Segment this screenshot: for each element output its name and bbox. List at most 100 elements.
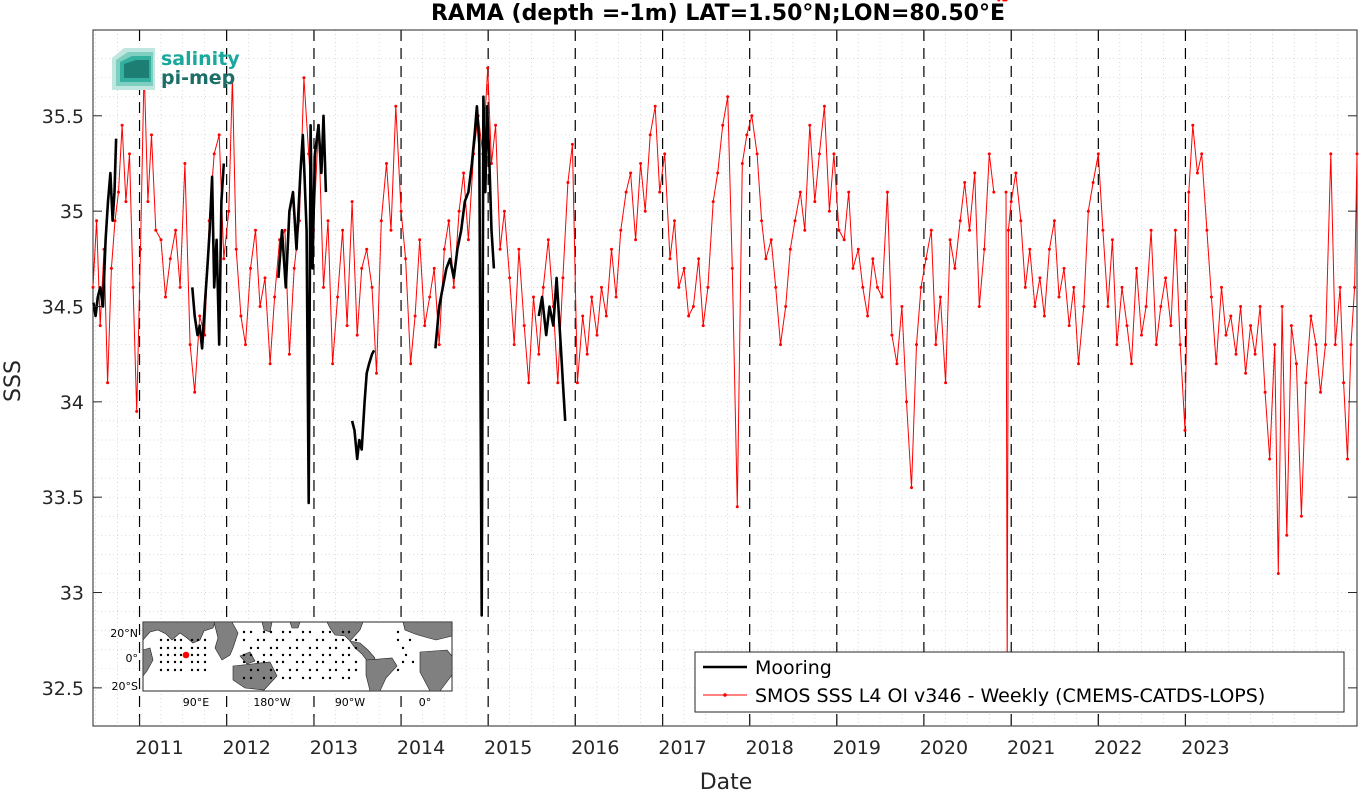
- smos-data-point: [1314, 343, 1318, 347]
- smos-data-point: [1229, 314, 1233, 318]
- smos-data-point: [413, 314, 417, 318]
- buoy-dot: [308, 653, 312, 657]
- smos-data-point: [287, 352, 291, 356]
- smos-data-point: [1023, 285, 1027, 289]
- smos-data-point: [997, 0, 1001, 2]
- y-axis-label: SSS: [1, 360, 26, 402]
- smos-data-point: [1183, 428, 1187, 432]
- smos-data-point: [502, 209, 506, 213]
- smos-data-point: [336, 295, 340, 299]
- buoy-dot: [190, 646, 194, 650]
- buoy-dot: [396, 630, 400, 634]
- smos-data-point: [1338, 285, 1342, 289]
- smos-data-point: [663, 152, 667, 156]
- smos-data-point: [498, 247, 502, 251]
- x-tick-label: 2011: [135, 737, 183, 759]
- y-tick-label: 32.5: [42, 678, 84, 700]
- smos-data-point: [1285, 533, 1289, 537]
- smos-data-point: [639, 162, 643, 165]
- smos-data-point: [1342, 381, 1346, 385]
- buoy-dot: [179, 638, 183, 642]
- smos-data-point: [1144, 305, 1148, 308]
- buoy-dot: [179, 653, 183, 657]
- buoy-dot: [295, 638, 299, 642]
- buoy-dot: [411, 660, 415, 664]
- buoy-dot: [262, 653, 266, 657]
- smos-data-point: [1329, 152, 1333, 156]
- year-dividers: [138, 30, 1187, 726]
- buoy-dot: [341, 638, 345, 642]
- smos-data-point: [570, 142, 574, 146]
- smos-data-point: [1244, 371, 1248, 375]
- smos-data-point: [263, 276, 267, 280]
- y-tick-label: 34: [60, 392, 84, 414]
- buoy-dot: [281, 676, 285, 680]
- smos-data-point: [779, 343, 782, 347]
- smos-data-point: [1047, 247, 1051, 251]
- smos-data-point: [1042, 314, 1046, 318]
- smos-data-point: [95, 219, 99, 223]
- inset-map-buoys: [159, 630, 415, 680]
- smos-data-point: [842, 238, 846, 242]
- buoy-dot: [281, 630, 285, 634]
- x-tick-label: 2012: [222, 737, 270, 759]
- smos-data-point: [546, 238, 550, 242]
- smos-data-point: [1120, 285, 1124, 289]
- buoy-dot: [159, 660, 163, 664]
- smos-data-point: [418, 238, 422, 242]
- logo-wave-icon: [112, 48, 155, 90]
- smos-data-point: [139, 247, 142, 251]
- smos-data-point: [614, 295, 618, 299]
- smos-data-point: [861, 285, 865, 289]
- smos-data-point: [198, 314, 202, 318]
- smos-data-point: [541, 285, 545, 289]
- smos-data-point: [1200, 152, 1204, 156]
- smos-data-point: [803, 228, 807, 232]
- x-tick-label: 2017: [658, 737, 706, 759]
- smos-data-point: [217, 133, 221, 137]
- buoy-dot: [396, 668, 400, 672]
- buoy-dot: [196, 668, 200, 672]
- smos-data-point: [1173, 228, 1177, 232]
- smos-data-point: [1082, 305, 1086, 308]
- smos-data-point: [1110, 238, 1114, 242]
- buoy-dot: [347, 646, 351, 650]
- buoy-dot: [288, 630, 292, 634]
- buoy-dot: [262, 660, 266, 664]
- smos-data-point: [258, 305, 262, 308]
- x-axis-label: Date: [700, 770, 753, 790]
- buoy-dot: [203, 653, 207, 657]
- buoy-dot: [328, 668, 332, 672]
- smos-data-point: [595, 333, 599, 337]
- x-tick-label: 2023: [1181, 737, 1229, 759]
- smos-data-point: [1019, 219, 1023, 223]
- smos-data-point: [1149, 228, 1153, 232]
- buoy-dot: [196, 638, 200, 642]
- smos-data-point: [365, 247, 369, 251]
- smos-data-point: [711, 200, 715, 204]
- buoy-dot: [196, 653, 200, 657]
- map-lon-label: 180°W: [253, 696, 290, 709]
- buoy-dot: [179, 660, 183, 664]
- buoy-dot: [166, 638, 170, 642]
- smos-data-point: [934, 343, 938, 347]
- smos-data-point: [423, 324, 427, 328]
- smos-data-point: [1077, 362, 1080, 366]
- smos-data-point: [452, 285, 456, 289]
- buoy-dot: [179, 646, 183, 650]
- buoy-dot: [173, 668, 177, 672]
- smos-data-point: [494, 123, 498, 127]
- buoy-dot: [281, 653, 285, 657]
- buoy-dot: [315, 668, 319, 672]
- smos-data-point: [117, 190, 120, 194]
- smos-data-point: [581, 314, 585, 318]
- smos-data-point: [1006, 228, 1010, 232]
- buoy-dot: [249, 676, 253, 680]
- smos-data-point: [174, 228, 178, 232]
- buoy-dot: [190, 638, 194, 642]
- map-lon-label: 0°: [419, 696, 432, 709]
- smos-data-point: [890, 333, 894, 337]
- buoy-dot: [269, 630, 273, 634]
- smos-data-point: [462, 171, 466, 175]
- legend-box: [694, 651, 1345, 713]
